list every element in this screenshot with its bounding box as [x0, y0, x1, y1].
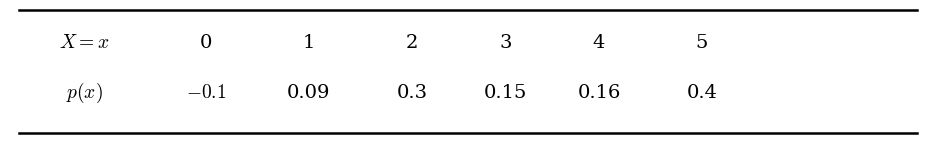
Text: 2: 2: [405, 34, 418, 52]
Text: $p(x)$: $p(x)$: [66, 81, 103, 105]
Text: 0.16: 0.16: [578, 84, 621, 102]
Text: $X = x$: $X = x$: [59, 33, 110, 52]
Text: 5: 5: [695, 34, 709, 52]
Text: 0.09: 0.09: [287, 84, 330, 102]
Text: 0: 0: [199, 34, 212, 52]
Text: 0.3: 0.3: [396, 84, 428, 102]
Text: 4: 4: [592, 34, 606, 52]
Text: 0.4: 0.4: [686, 84, 718, 102]
Text: $-0.1$: $-0.1$: [185, 84, 227, 102]
Text: 3: 3: [499, 34, 512, 52]
Text: 1: 1: [302, 34, 315, 52]
Text: 0.15: 0.15: [484, 84, 527, 102]
